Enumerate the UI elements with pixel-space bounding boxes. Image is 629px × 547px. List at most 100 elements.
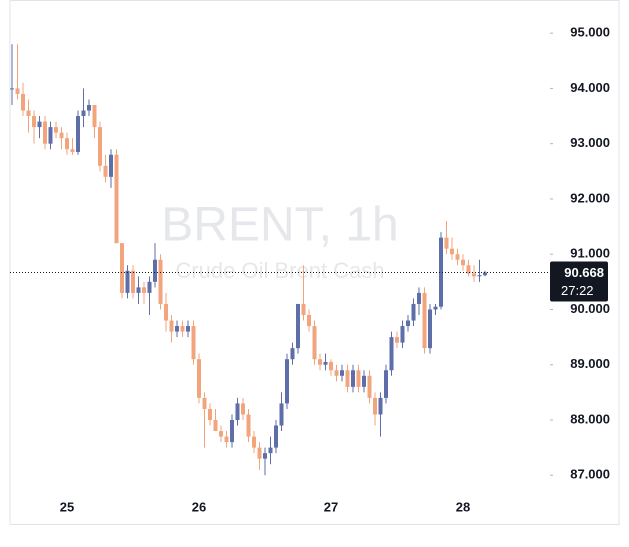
candle-body xyxy=(103,165,108,177)
candle-body xyxy=(373,397,377,415)
candle-body xyxy=(296,303,300,349)
candle-body xyxy=(433,306,438,310)
candle-body xyxy=(356,370,361,387)
last-price-label: 90.668 xyxy=(564,265,604,280)
candle-body xyxy=(70,149,75,152)
candle-body xyxy=(21,93,25,111)
candle-body xyxy=(92,105,97,128)
candle-body xyxy=(109,154,113,177)
candle-body xyxy=(219,431,223,437)
candle-body xyxy=(191,326,196,360)
watermark-title: BRENT, 1h xyxy=(161,199,398,252)
candle-body xyxy=(153,259,157,282)
candle-body xyxy=(230,420,234,443)
candle-body xyxy=(290,348,295,360)
candle-body xyxy=(422,292,427,349)
candle-body xyxy=(202,397,207,409)
candle-body xyxy=(483,272,487,276)
y-tick-label: 94.000 xyxy=(570,80,610,95)
candle-body xyxy=(274,425,278,448)
candle-body xyxy=(213,420,218,432)
candle-body xyxy=(54,127,58,133)
watermark-subtitle: Crude Oil Brent Cash xyxy=(175,258,384,283)
y-tick-label: 89.000 xyxy=(570,356,610,371)
y-tick-label: 91.000 xyxy=(570,246,610,261)
candle-body xyxy=(334,370,339,376)
candle-body xyxy=(98,127,102,166)
candle-body xyxy=(466,265,471,274)
candle-body xyxy=(142,287,146,293)
y-tick-label: 92.000 xyxy=(570,190,610,205)
candle-body xyxy=(362,375,366,387)
candle-body xyxy=(208,408,212,420)
y-tick-label: 95.000 xyxy=(570,25,610,40)
candle-body xyxy=(411,303,416,321)
last-price-box xyxy=(550,261,608,302)
candle-body xyxy=(455,254,460,260)
candle-body xyxy=(10,88,14,90)
candle-body xyxy=(235,403,240,420)
candle-body xyxy=(26,110,31,117)
candle-body xyxy=(197,359,201,398)
candle-body xyxy=(180,326,185,332)
candle-body xyxy=(186,326,190,332)
candle-body xyxy=(81,110,86,117)
candle-body xyxy=(400,326,405,343)
candle-body xyxy=(147,281,152,293)
candle-body xyxy=(301,303,306,315)
candle-body xyxy=(263,453,267,459)
candle-body xyxy=(268,447,273,454)
candle-body xyxy=(246,414,251,437)
candle-body xyxy=(241,403,245,415)
candle-body xyxy=(450,248,454,255)
candle-body xyxy=(224,436,229,443)
candle-body xyxy=(114,154,119,244)
candle-body xyxy=(252,436,256,448)
candle-body xyxy=(417,292,421,304)
candle-body xyxy=(131,270,135,293)
candle-body xyxy=(389,337,394,371)
candle-body xyxy=(384,370,388,398)
candle-body xyxy=(444,237,449,249)
countdown-label: 27:22 xyxy=(561,283,594,298)
candle-body xyxy=(307,315,311,327)
x-tick-label: 25 xyxy=(60,499,74,514)
y-tick-label: 93.000 xyxy=(570,135,610,150)
candle-body xyxy=(48,127,53,144)
x-tick-label: 27 xyxy=(324,499,338,514)
candle-body xyxy=(367,375,372,398)
y-tick-label: 88.000 xyxy=(570,411,610,426)
candle-body xyxy=(340,370,344,376)
candle-body xyxy=(59,132,64,139)
candle-body xyxy=(125,270,130,293)
candle-body xyxy=(378,397,383,415)
candle-body xyxy=(285,359,289,404)
candle-body xyxy=(428,309,432,349)
candle-body xyxy=(461,259,465,266)
candle-body xyxy=(472,273,476,277)
x-tick-label: 26 xyxy=(192,499,206,514)
y-tick-label: 87.000 xyxy=(570,467,610,482)
candle-body xyxy=(136,287,141,293)
candle-body xyxy=(158,259,163,304)
candle-body xyxy=(395,337,399,343)
candle-body xyxy=(37,121,42,128)
candle-body xyxy=(164,303,168,321)
candle-body xyxy=(345,370,350,387)
candle-body xyxy=(351,370,355,387)
candle-body xyxy=(406,320,410,327)
candle-body xyxy=(76,116,80,152)
x-tick-label: 28 xyxy=(456,499,470,514)
candle-body xyxy=(312,326,317,360)
candle-body xyxy=(175,326,179,332)
chart-frame xyxy=(9,0,620,525)
candle-body xyxy=(65,138,69,150)
candle-body xyxy=(169,320,174,332)
candle-body xyxy=(257,447,262,459)
candle-body xyxy=(87,105,91,111)
candle-body xyxy=(477,275,482,277)
candle-body xyxy=(43,121,47,144)
candle-body xyxy=(120,243,124,293)
candle-body xyxy=(32,116,36,128)
